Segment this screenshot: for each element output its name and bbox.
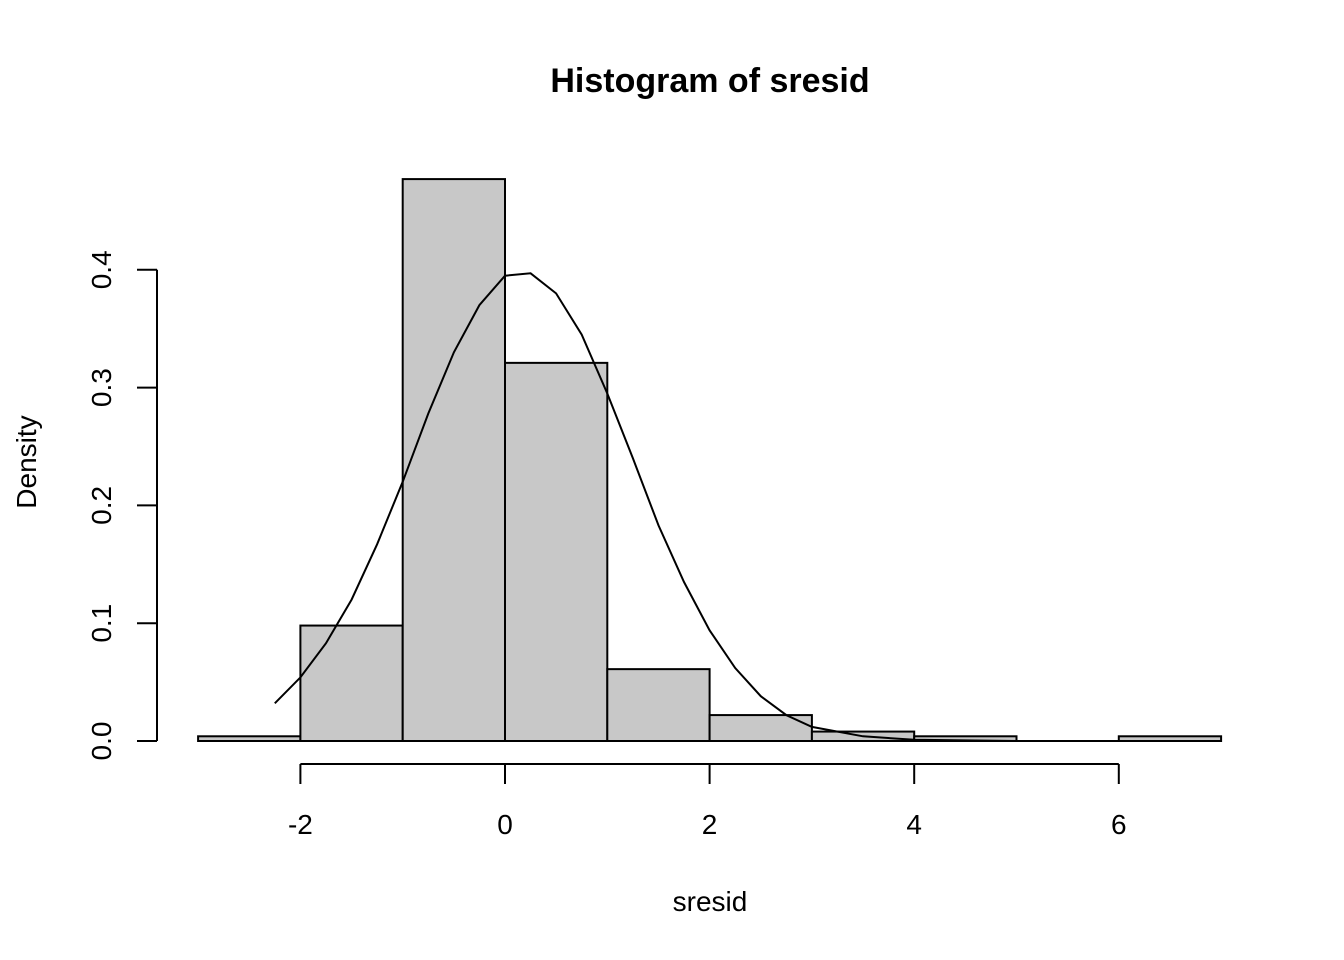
chart-title: Histogram of sresid (550, 62, 869, 100)
x-tick-label: 0 (497, 809, 513, 840)
y-tick-label: 0.0 (86, 722, 117, 761)
x-tick-label: -2 (288, 809, 313, 840)
histogram-bars (197, 178, 1223, 743)
x-tick-label: 2 (702, 809, 718, 840)
x-tick-label: 4 (906, 809, 922, 840)
histogram-bar-3 (504, 361, 609, 742)
histogram-bar-4 (606, 668, 711, 743)
histogram-bar-2 (401, 178, 507, 742)
histogram-bar-0 (197, 735, 302, 743)
y-axis-label: Density (11, 415, 42, 508)
density-curve-layer (274, 272, 1211, 742)
density-curve-line (274, 272, 1211, 742)
histogram-bar-1 (299, 624, 404, 743)
y-tick-label: 0.1 (86, 604, 117, 643)
x-tick-label: 6 (1111, 809, 1127, 840)
y-tick-label: 0.2 (86, 486, 117, 525)
x-axis: -2 0 2 4 6 (288, 763, 1127, 840)
y-tick-label: 0.3 (86, 368, 117, 407)
y-tick-label: 0.4 (86, 250, 117, 289)
y-axis: 0.0 0.1 0.2 0.3 0.4 (86, 250, 158, 761)
x-axis-label: sresid (673, 886, 748, 917)
